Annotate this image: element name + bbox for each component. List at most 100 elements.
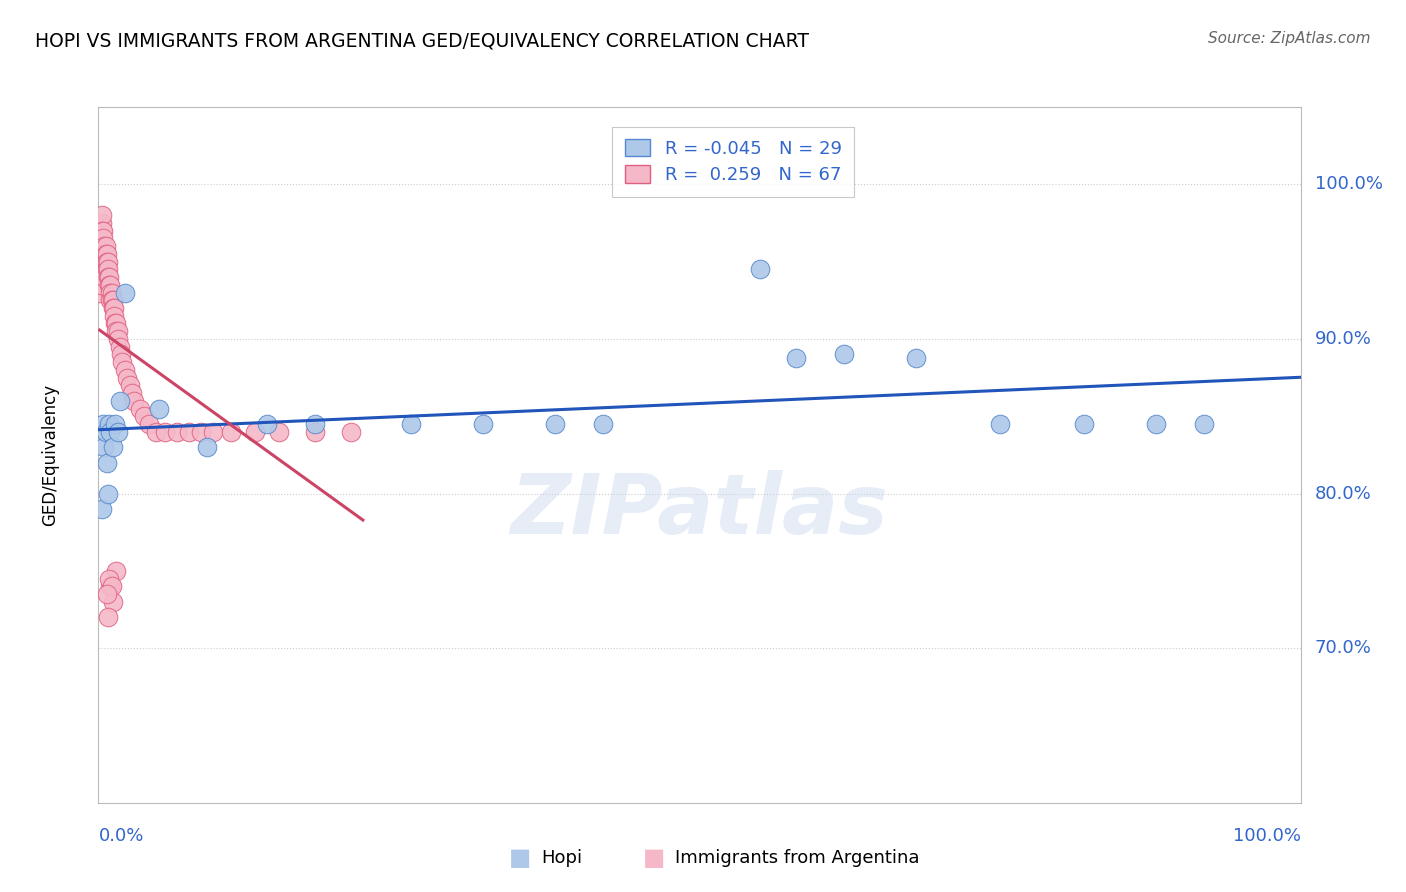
Text: Source: ZipAtlas.com: Source: ZipAtlas.com [1208, 31, 1371, 46]
Point [1073, 417, 1095, 431]
Point [592, 417, 614, 431]
Point [1194, 417, 1216, 431]
Point [93, 440, 115, 454]
Point [132, 409, 155, 424]
Point [93, 254, 115, 268]
Text: Hopi: Hopi [541, 849, 582, 867]
Point [103, 309, 125, 323]
Point [100, 579, 122, 593]
Point [195, 440, 218, 454]
Point [105, 324, 128, 338]
Point [256, 417, 278, 431]
Point [94, 254, 117, 268]
Point [97, 610, 120, 624]
Point [101, 301, 124, 315]
Point [100, 293, 122, 308]
Point [105, 317, 128, 331]
Point [110, 347, 132, 361]
Point [114, 363, 136, 377]
Point [101, 293, 124, 308]
Point [124, 393, 146, 408]
Point [100, 285, 122, 300]
Point [832, 347, 855, 361]
Point [243, 425, 266, 439]
Point [96, 262, 118, 277]
Point [267, 425, 290, 439]
Point [148, 401, 170, 416]
Point [96, 456, 118, 470]
Point [96, 254, 118, 268]
Point [103, 301, 125, 315]
Point [111, 355, 134, 369]
Text: 90.0%: 90.0% [1315, 330, 1372, 348]
Point [97, 486, 120, 500]
Point [91, 208, 114, 222]
Point [97, 254, 120, 268]
Point [107, 332, 129, 346]
Point [904, 351, 927, 365]
Point [94, 247, 117, 261]
Point [748, 262, 770, 277]
Point [93, 262, 115, 277]
Point [100, 277, 122, 292]
Point [138, 417, 160, 431]
Point [93, 247, 115, 261]
Point [177, 425, 200, 439]
Point [108, 340, 131, 354]
Point [91, 224, 114, 238]
Point [118, 378, 141, 392]
Text: 100.0%: 100.0% [1233, 827, 1301, 845]
Point [785, 351, 807, 365]
Point [90, 277, 112, 292]
Text: 100.0%: 100.0% [1315, 176, 1384, 194]
Point [91, 216, 114, 230]
Point [93, 270, 115, 285]
Point [145, 425, 167, 439]
Point [107, 425, 129, 439]
Point [399, 417, 422, 431]
Point [108, 393, 131, 408]
Point [114, 285, 136, 300]
Point [121, 386, 143, 401]
Text: ZIPatlas: ZIPatlas [510, 470, 889, 551]
Point [98, 270, 121, 285]
Legend: R = -0.045   N = 29, R =  0.259   N = 67: R = -0.045 N = 29, R = 0.259 N = 67 [613, 127, 855, 196]
Text: GED/Equivalency: GED/Equivalency [41, 384, 59, 526]
Text: ■: ■ [509, 847, 531, 870]
Point [304, 417, 326, 431]
Point [104, 317, 127, 331]
Point [201, 425, 224, 439]
Point [96, 247, 118, 261]
Point [104, 417, 127, 431]
Point [98, 572, 121, 586]
Point [97, 270, 120, 285]
Point [219, 425, 242, 439]
Text: 80.0%: 80.0% [1315, 484, 1372, 502]
Point [100, 425, 122, 439]
Point [90, 270, 112, 285]
Point [544, 417, 567, 431]
Point [472, 417, 495, 431]
Point [100, 579, 122, 593]
Point [129, 401, 152, 416]
Text: 70.0%: 70.0% [1315, 640, 1372, 657]
Point [117, 370, 139, 384]
Point [94, 425, 117, 439]
Point [100, 293, 122, 308]
Text: 0.0%: 0.0% [98, 827, 143, 845]
Point [96, 587, 118, 601]
Point [988, 417, 1011, 431]
Point [190, 425, 212, 439]
Text: ■: ■ [643, 847, 665, 870]
Point [101, 440, 124, 454]
Point [153, 425, 176, 439]
Point [98, 277, 121, 292]
Point [105, 564, 128, 578]
Point [93, 239, 115, 253]
Point [89, 285, 111, 300]
Point [91, 224, 114, 238]
Point [166, 425, 188, 439]
Point [97, 262, 120, 277]
Point [91, 417, 114, 431]
Point [94, 239, 117, 253]
